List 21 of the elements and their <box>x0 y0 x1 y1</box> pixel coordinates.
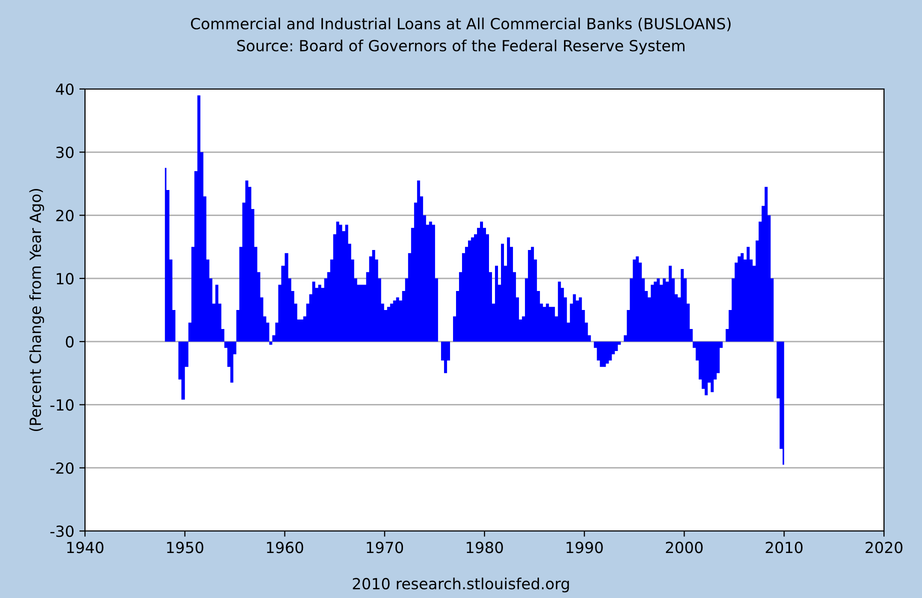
x-tick-label: 2010 <box>766 542 803 554</box>
y-tick-label: -10 <box>50 399 74 411</box>
y-tick-label: 40 <box>56 83 74 96</box>
y-tick-label: -30 <box>50 525 74 538</box>
x-tick-label: 1940 <box>67 542 104 554</box>
y-axis-title: (Percent Change from Year Ago) <box>29 188 44 432</box>
y-tick-label: 0 <box>66 336 74 348</box>
y-tick-label: 30 <box>56 146 74 158</box>
x-tick-label: 1970 <box>366 542 404 554</box>
x-tick-label: 1990 <box>566 542 603 554</box>
y-tick-label: -20 <box>50 462 74 474</box>
x-tick-label: 1960 <box>266 542 304 554</box>
x-tick-label: 2000 <box>666 542 703 554</box>
text: 2010 research.stlouisfed.org <box>352 578 569 592</box>
x-tick-label: 1980 <box>466 542 503 554</box>
x-tick-label: 1950 <box>167 542 204 554</box>
chart-subtitle: Source: Board of Governors of the Federal Reserve System <box>237 40 684 54</box>
x-tick-label: 2020 <box>866 542 902 554</box>
y-tick-label: 10 <box>56 272 74 284</box>
y-tick-label: 20 <box>56 210 74 222</box>
chart-title: Commercial and Industrial Loans at All Commercial Banks (BUSLOANS) <box>190 18 731 32</box>
